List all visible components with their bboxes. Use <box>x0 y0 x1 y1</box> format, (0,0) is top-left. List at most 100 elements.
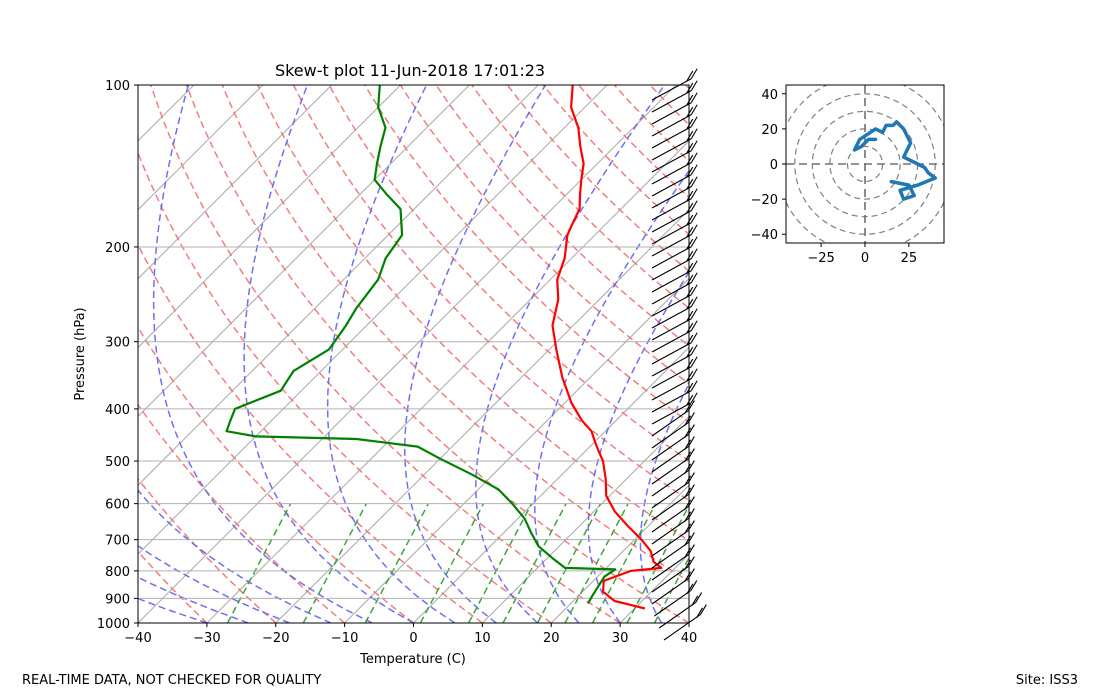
hodograph-tick-labels: −25 0 25 40 20 0 −20 −40 <box>751 88 918 266</box>
x-tick-label: 20 <box>543 631 560 646</box>
x-tick-label: 10 <box>474 631 491 646</box>
isotherm <box>482 415 689 623</box>
hodograph-panel: −25 0 25 40 20 0 −20 −40 <box>751 84 945 266</box>
barb-staff <box>651 318 692 341</box>
wind-barb <box>651 104 698 137</box>
isotherm <box>688 622 689 623</box>
mixing-ratio-line <box>564 503 629 623</box>
y-tick-label: 800 <box>105 565 130 580</box>
hodo-y-tick-label: 0 <box>770 158 778 173</box>
wind-barb <box>658 592 703 629</box>
wind-barb <box>651 80 698 113</box>
barb-flag <box>690 320 698 332</box>
barb-flag <box>686 94 694 106</box>
barb-flag <box>690 332 698 344</box>
barb-flag <box>690 272 698 284</box>
barb-staff <box>651 294 692 317</box>
barb-staff <box>651 186 692 209</box>
wind-barb <box>651 296 698 329</box>
barb-staff <box>651 174 692 197</box>
barb-flag <box>690 296 698 308</box>
barb-staff <box>651 422 689 449</box>
dry-adiabat <box>757 85 1100 623</box>
isotherm <box>138 85 608 555</box>
y-tick-labels: 100 200 300 400 500 600 700 800 900 1000 <box>97 79 138 632</box>
barb-staff <box>651 234 692 257</box>
barb-flag <box>690 368 698 380</box>
mixing-ratio-line <box>653 556 689 623</box>
moist-adiabat <box>587 270 689 623</box>
moist-adiabat <box>243 85 414 623</box>
hodo-x-tick-label: 25 <box>901 251 918 266</box>
dry-adiabat <box>138 243 483 623</box>
hodo-y-tick-label: −20 <box>751 193 778 208</box>
y-tick-label: 400 <box>105 403 130 418</box>
hodo-x-tick-label: −25 <box>807 251 834 266</box>
barb-staff <box>651 518 689 545</box>
barb-flag <box>686 142 694 154</box>
barb-flag <box>686 82 694 94</box>
barb-flag <box>686 322 694 334</box>
wind-barb <box>651 248 698 281</box>
barb-flag <box>690 116 698 128</box>
barb-staff <box>651 506 689 533</box>
barb-flag <box>684 427 692 439</box>
barb-staff <box>651 434 689 461</box>
wind-barb <box>651 272 698 305</box>
y-tick-label: 200 <box>105 241 130 256</box>
wind-barb <box>651 424 695 461</box>
isotherm <box>138 85 539 486</box>
mixing-ratio-line <box>591 503 657 623</box>
wind-barb <box>651 116 698 149</box>
barb-flag <box>690 104 698 116</box>
barb-flag <box>690 380 698 392</box>
reference-lines <box>138 85 1100 623</box>
barb-staff <box>651 378 692 401</box>
barb-flag <box>690 580 698 591</box>
barb-flag <box>686 370 694 382</box>
wind-barb <box>651 128 698 161</box>
barb-staff <box>651 330 692 353</box>
wind-barb <box>651 140 698 173</box>
hodo-y-tick-label: 20 <box>761 123 778 138</box>
isotherm <box>138 85 195 142</box>
barb-flag <box>686 154 694 166</box>
moist-adiabat <box>138 597 208 623</box>
wind-barb <box>651 380 698 413</box>
wind-barb <box>651 284 698 317</box>
hodograph-rings <box>786 85 944 243</box>
wind-barb <box>651 520 695 557</box>
y-tick-label: 1000 <box>97 617 130 632</box>
dry-adiabat <box>435 85 689 347</box>
y-axis-label: Pressure (hPa) <box>73 307 88 400</box>
barb-flag <box>686 286 694 298</box>
barb-flag <box>690 140 698 152</box>
isotherm <box>550 484 689 623</box>
dry-adiabat <box>138 325 414 623</box>
wind-barb <box>651 496 695 533</box>
barb-flag <box>686 118 694 130</box>
barb-flag <box>690 68 698 80</box>
barb-flag <box>686 178 694 190</box>
dry-adiabat <box>257 85 689 542</box>
isotherm <box>275 209 689 623</box>
barb-staff <box>651 542 689 569</box>
mixing-ratio-line <box>364 503 429 623</box>
y-tick-label: 100 <box>105 79 130 94</box>
barb-flag <box>690 344 698 356</box>
x-tick-labels: −40 −30 −20 −10 0 10 20 30 40 <box>124 623 697 646</box>
mixing-ratio-line <box>302 503 368 623</box>
barb-flag <box>686 106 694 118</box>
temperature-trace <box>551 85 663 610</box>
wind-barb <box>651 236 698 269</box>
barb-staff <box>651 342 692 365</box>
isotherm <box>138 85 401 349</box>
dry-adiabat <box>138 150 552 623</box>
barb-flag <box>690 92 698 104</box>
mixing-ratio-line <box>419 503 485 623</box>
site-label: Site: ISS3 <box>1015 673 1078 688</box>
wind-barb <box>651 344 698 377</box>
dry-adiabat <box>185 85 689 623</box>
moist-adiabat <box>152 85 373 623</box>
